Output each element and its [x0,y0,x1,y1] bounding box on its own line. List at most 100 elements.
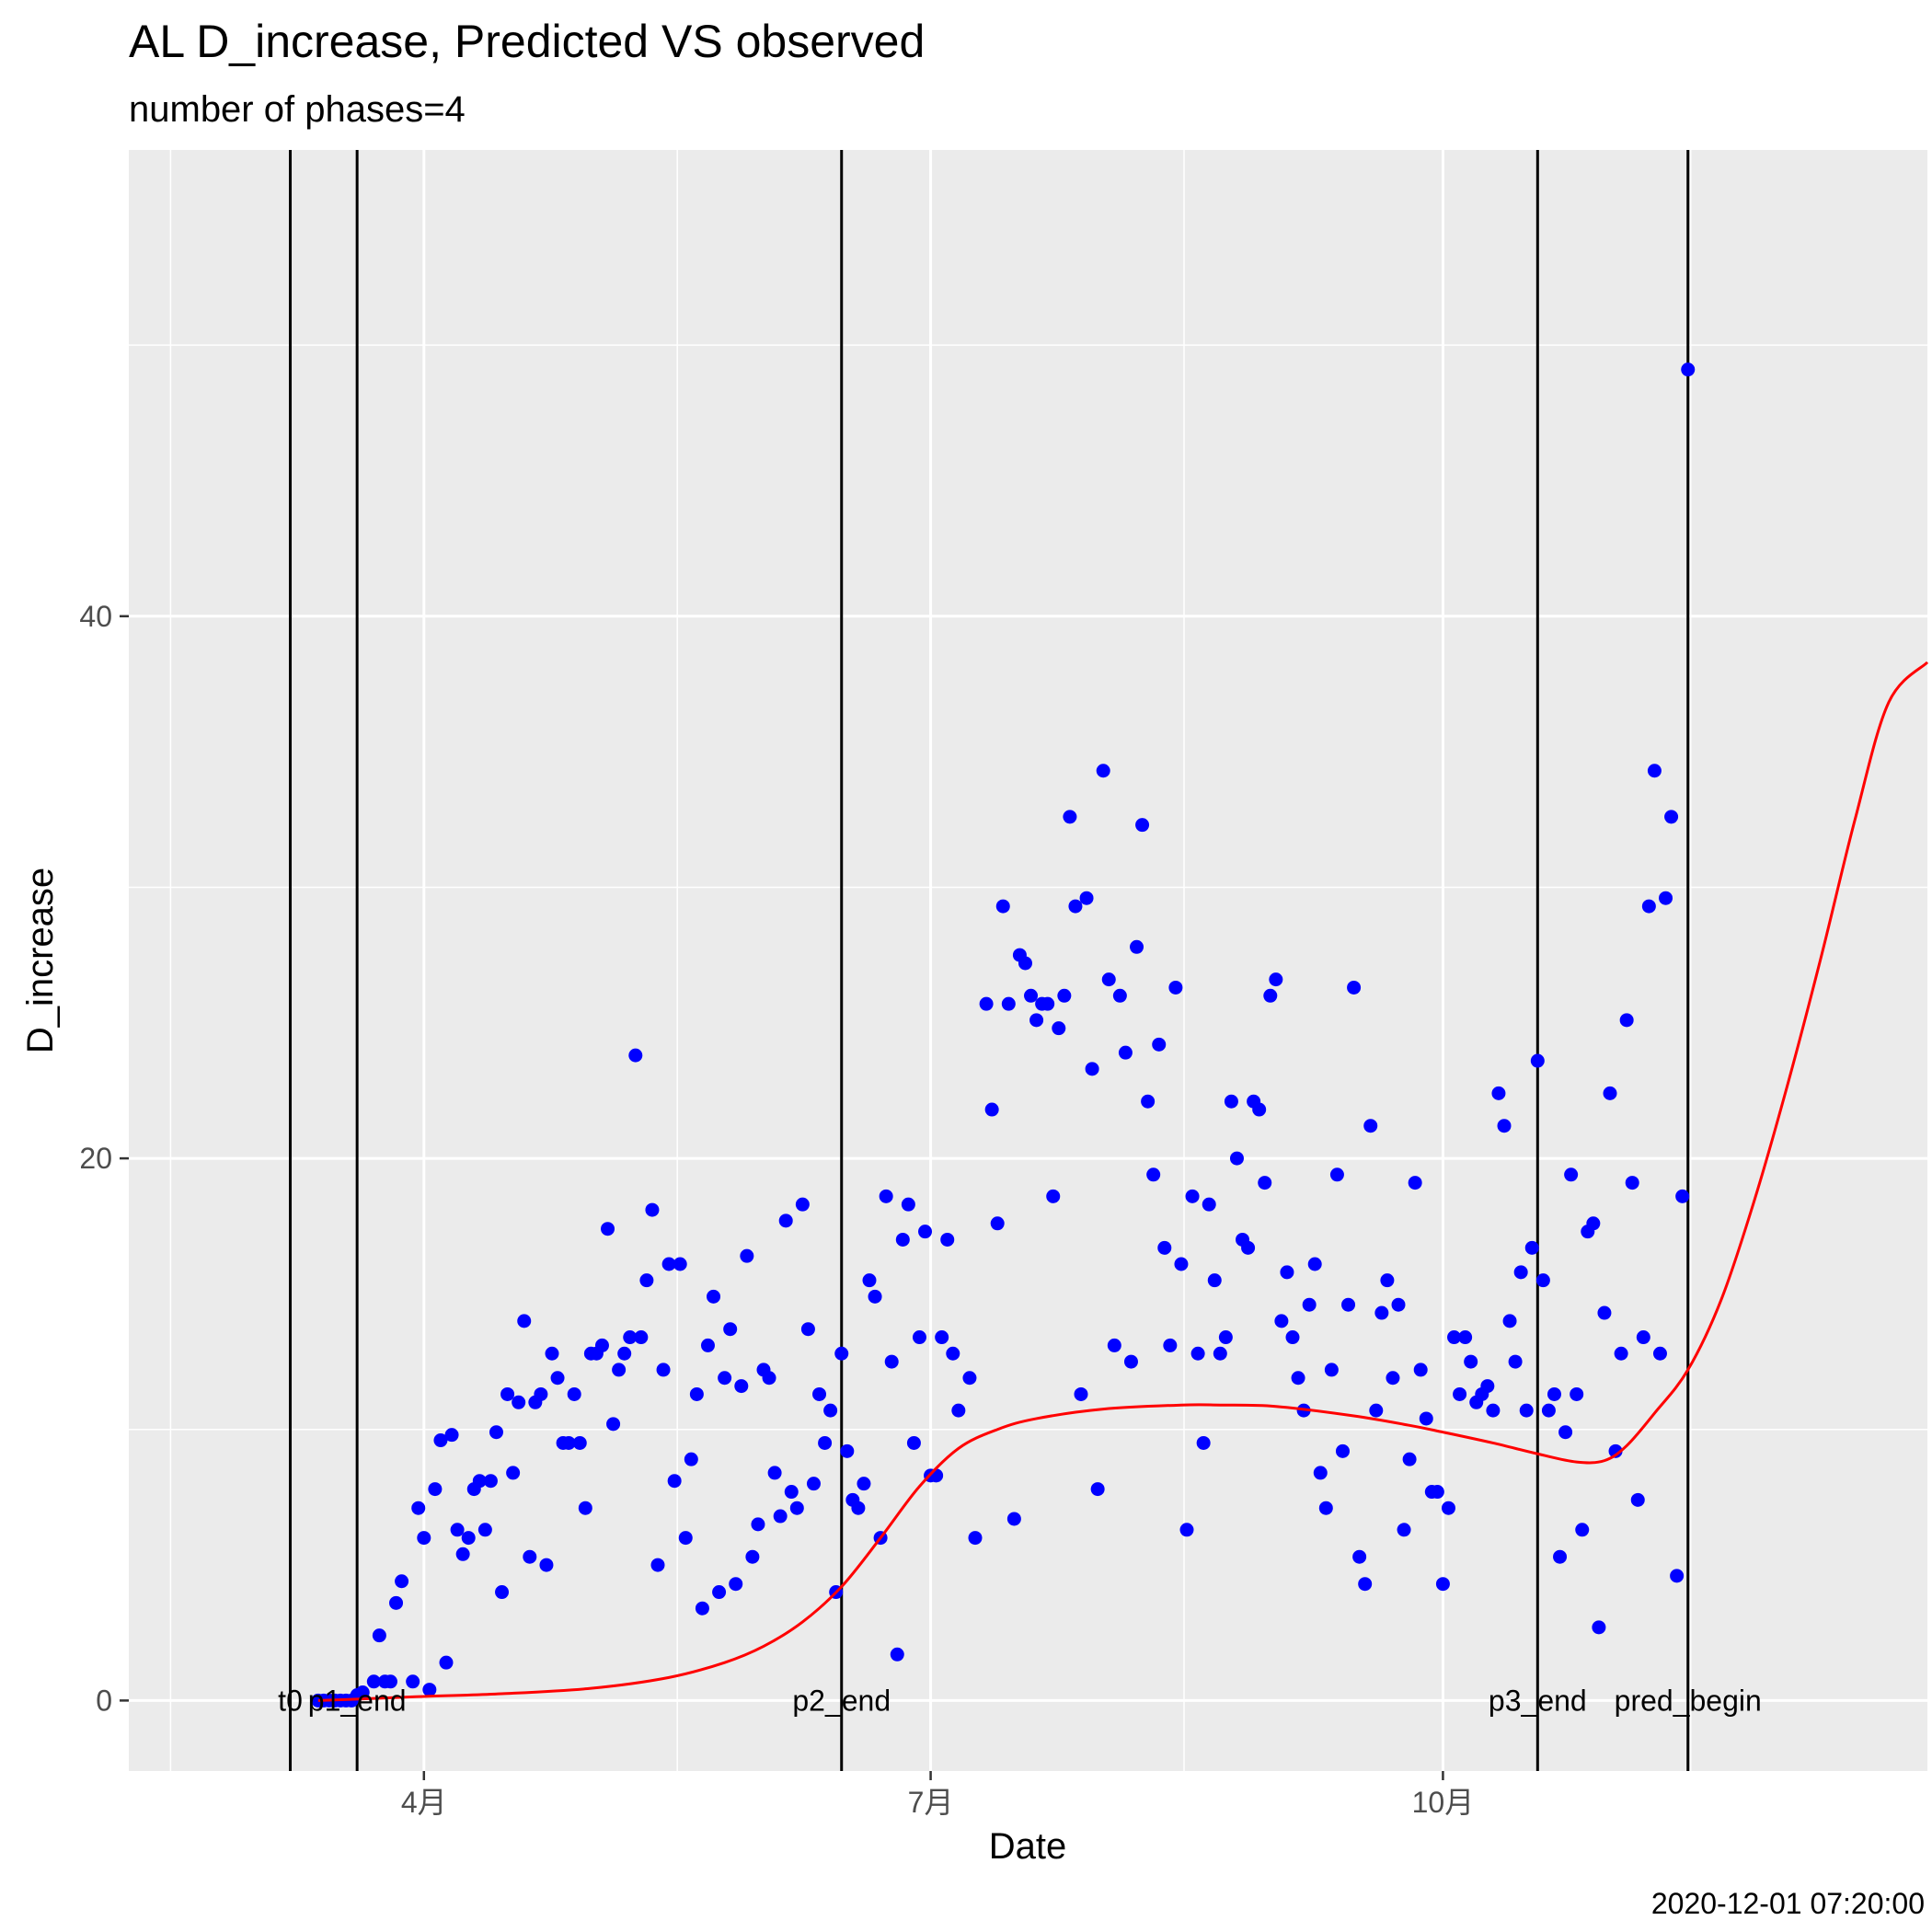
data-point [1558,1425,1573,1440]
data-point [1263,988,1278,1003]
data-point [372,1628,386,1643]
data-point [912,1330,926,1345]
data-point [1224,1094,1238,1109]
data-point [1535,1273,1550,1288]
data-point [667,1474,682,1489]
data-point [707,1289,721,1304]
data-point [411,1501,426,1515]
data-point [1029,1013,1044,1028]
phase-label-p2_end: p2_end [792,1684,891,1717]
phase-labels: t0 p1_end p2_end p3_end pred_begin [278,1684,1762,1717]
data-point [1024,988,1039,1003]
data-point [935,1330,949,1345]
predicted-curve [317,661,1929,1702]
data-point [1614,1346,1628,1361]
data-point [1163,1338,1178,1352]
chart-title: AL D_increase, Predicted VS observed [129,16,925,67]
data-point [506,1466,521,1480]
data-point [1157,1240,1172,1255]
data-point [1553,1549,1568,1564]
data-point [1619,1013,1634,1028]
data-point [1335,1443,1350,1458]
data-point [539,1558,554,1572]
phase-label-p3_end: p3_end [1489,1684,1587,1717]
data-point [751,1517,765,1532]
data-point [1130,939,1144,954]
data-point [1447,1330,1462,1345]
data-point [1269,972,1283,987]
data-point [512,1395,526,1409]
data-point [734,1379,749,1394]
data-point [1168,980,1183,995]
data-point [1408,1176,1422,1190]
data-point [1352,1549,1367,1564]
data-point [1586,1216,1601,1231]
data-point [1597,1305,1612,1320]
data-point [461,1531,476,1546]
data-point [1508,1354,1523,1369]
data-point [678,1531,693,1546]
data-point [1636,1330,1650,1345]
phase-label-pred_begin: pred_begin [1615,1684,1762,1717]
data-point [1402,1452,1417,1466]
data-point [795,1197,810,1212]
data-point [1146,1167,1161,1182]
data-point [1274,1314,1289,1328]
data-point [1068,899,1083,914]
data-point [906,1435,921,1450]
data-point [684,1452,698,1466]
data-point [1670,1569,1685,1583]
data-point [366,1674,381,1689]
data-point [812,1386,827,1401]
data-point [1074,1386,1088,1401]
data-point [1391,1297,1406,1312]
data-point [984,1102,999,1117]
data-point [634,1330,649,1345]
data-point [1229,1151,1244,1166]
data-point [455,1547,470,1561]
data-point [762,1371,776,1386]
data-point [946,1346,960,1361]
data-point [1608,1443,1623,1458]
data-point [1280,1265,1294,1280]
data-point [1641,899,1656,914]
data-point [1307,1257,1322,1271]
data-point [689,1386,704,1401]
data-point [1664,810,1679,824]
data-point [806,1477,821,1491]
data-point [1397,1523,1411,1537]
data-point [550,1371,565,1386]
data-point [1570,1386,1584,1401]
data-point [1603,1086,1617,1100]
data-point [1347,980,1362,995]
data-point [1107,1338,1121,1352]
data-point [1329,1167,1344,1182]
data-point [862,1273,877,1288]
x-tick-label: 10月 [1412,1786,1475,1819]
data-point [884,1354,899,1369]
data-point [617,1346,632,1361]
data-point [1141,1094,1156,1109]
data-point [489,1425,503,1440]
data-point [1112,988,1127,1003]
data-point [778,1213,793,1228]
data-point [545,1346,559,1361]
phase-lines [289,150,1690,1771]
data-point [1079,891,1094,905]
data-point [389,1595,404,1610]
data-point [406,1674,420,1689]
data-point [1123,1354,1138,1369]
data-point [673,1257,687,1271]
data-point [895,1232,910,1247]
data-point [1041,996,1055,1011]
data-point [1001,996,1016,1011]
data-point [1547,1386,1561,1401]
data-point [1341,1297,1356,1312]
data-point [534,1386,548,1401]
chart-caption: 2020-12-01 07:20:00 [1651,1887,1925,1920]
y-tick-label: 20 [79,1142,112,1175]
data-point [1625,1176,1639,1190]
data-point [1380,1273,1395,1288]
data-point [1541,1403,1556,1418]
data-point [472,1474,487,1489]
